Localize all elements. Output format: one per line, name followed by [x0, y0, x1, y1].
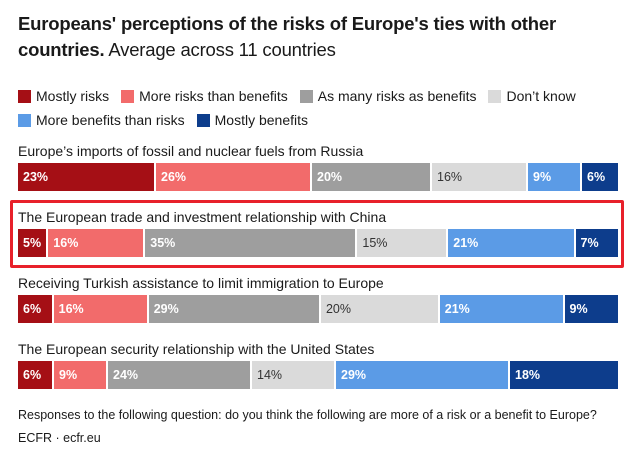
bar-segment: 16%	[48, 229, 146, 257]
bar-segment: 35%	[145, 229, 358, 257]
legend-swatch	[18, 89, 31, 103]
source: ECFR · ecfr.eu	[18, 431, 101, 445]
row-label: The European security relationship with …	[18, 341, 375, 357]
bar-segment: 29%	[148, 295, 321, 323]
legend-label: Mostly risks	[36, 88, 110, 104]
bar-segment: 6%	[18, 361, 54, 389]
legend-row-1: Mostly risks More risks than benefits As m…	[18, 86, 618, 106]
legend-swatch	[196, 113, 210, 127]
bar-segment: 7%	[575, 229, 618, 257]
chart-title-bold: Europeans' perceptions of the risks of E…	[18, 13, 556, 60]
footnote: Responses to the following question: do …	[18, 408, 597, 422]
legend-swatch	[488, 89, 502, 103]
legend-label: More benefits than risks	[36, 112, 185, 128]
bar-segment: 29%	[336, 361, 510, 389]
bar-segment: 15%	[357, 229, 449, 257]
stacked-bar: 6% 16% 29% 20% 21% 9%	[18, 295, 618, 323]
legend-label: As many risks as benefits	[317, 88, 477, 104]
legend-item: Mostly benefits	[196, 110, 308, 130]
bar-segment: 20%	[320, 295, 440, 323]
legend-label: More risks than benefits	[139, 88, 288, 104]
bar-segment: 9%	[528, 163, 582, 191]
bar-segment: 9%	[54, 361, 108, 389]
bar-segment: 16%	[432, 163, 528, 191]
bar-segment: 6%	[582, 163, 618, 191]
highlight-box	[10, 200, 624, 268]
bar-segment: 26%	[156, 163, 312, 191]
bar-segment: 21%	[439, 295, 565, 323]
stacked-bar: 6% 9% 24% 14% 29% 18%	[18, 361, 618, 389]
bar-segment: 21%	[448, 229, 576, 257]
legend-swatch	[121, 89, 135, 103]
legend-label: Don’t know	[506, 88, 576, 104]
row-label: Europe’s imports of fossil and nuclear f…	[18, 143, 364, 159]
legend-swatch	[299, 89, 313, 103]
chart-title: Europeans' perceptions of the risks of E…	[18, 11, 628, 63]
legend-item: More benefits than risks	[18, 110, 185, 130]
legend-item: Don’t know	[488, 86, 576, 106]
bar-segment: 23%	[18, 163, 156, 191]
legend: Mostly risks More risks than benefits As m…	[18, 86, 618, 134]
row-label: Receiving Turkish assistance to limit im…	[18, 275, 384, 291]
legend-item: More risks than benefits	[121, 86, 288, 106]
stacked-bar: 5% 16% 35% 15% 21% 7%	[18, 229, 618, 257]
legend-item: As many risks as benefits	[299, 86, 477, 106]
chart-subtitle: Average across 11 countries	[108, 39, 336, 60]
row-label: The European trade and investment relati…	[18, 209, 387, 225]
bar-segment: 16%	[53, 295, 149, 323]
bar-segment: 9%	[564, 295, 618, 323]
legend-swatch	[18, 113, 31, 127]
bar-segment: 5%	[18, 229, 49, 257]
stacked-bar: 23% 26% 20% 16% 9% 6%	[18, 163, 618, 191]
legend-label: Mostly benefits	[214, 112, 308, 128]
bar-segment: 6%	[18, 295, 54, 323]
bar-segment: 14%	[252, 361, 336, 389]
bar-segment: 24%	[108, 361, 252, 389]
legend-item: Mostly risks	[18, 86, 109, 106]
bar-segment: 20%	[312, 163, 432, 191]
legend-row-2: More benefits than risks Mostly benefits	[18, 110, 618, 130]
bar-segment: 18%	[510, 361, 618, 389]
